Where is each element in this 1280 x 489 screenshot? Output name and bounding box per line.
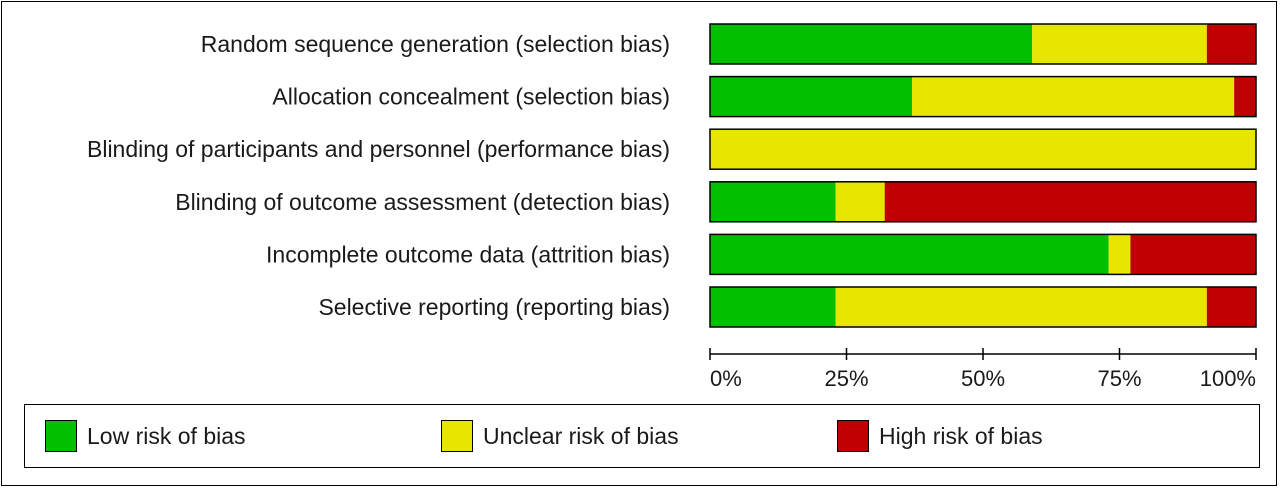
- bar-outline: [709, 233, 1257, 276]
- legend-item: High risk of bias: [837, 419, 1043, 453]
- legend-label: High risk of bias: [879, 422, 1043, 449]
- x-tick-label: 0%: [710, 366, 742, 391]
- bar-segment-unclear: [1108, 234, 1131, 275]
- bar-segment-low: [710, 234, 1109, 275]
- legend-swatch: [837, 420, 869, 452]
- bar-segment-low: [710, 76, 913, 117]
- bar-segment-low: [710, 287, 836, 327]
- category-label: Blinding of outcome assessment (detectio…: [175, 189, 670, 215]
- category-label: Allocation concealment (selection bias): [272, 84, 670, 110]
- bar-segment-high: [1206, 287, 1256, 327]
- bar-segment-unclear: [912, 76, 1235, 117]
- legend-swatch: [45, 420, 77, 452]
- bar-outline: [709, 23, 1257, 65]
- bar-segment-unclear: [710, 129, 1256, 170]
- x-tick-label: 25%: [824, 366, 868, 391]
- category-label: Incomplete outcome data (attrition bias): [266, 241, 670, 267]
- legend-label: Low risk of bias: [87, 422, 246, 449]
- bar-outline: [709, 286, 1257, 328]
- bar-segment-unclear: [835, 181, 885, 222]
- category-label: Selective reporting (reporting bias): [318, 294, 670, 320]
- legend-item: Low risk of bias: [45, 419, 246, 453]
- legend: Low risk of bias Unclear risk of bias High…: [24, 404, 1260, 468]
- category-label: Blinding of participants and personnel (…: [87, 136, 670, 162]
- bar-segment-low: [710, 181, 836, 222]
- bar-segment-low: [710, 24, 1033, 64]
- bar-segment-high: [1206, 24, 1256, 64]
- category-label: Random sequence generation (selection bi…: [201, 31, 670, 57]
- legend-label: Unclear risk of bias: [483, 422, 679, 449]
- bar-segment-high: [1130, 234, 1256, 275]
- bar-outline: [709, 181, 1257, 223]
- bar-segment-high: [884, 181, 1256, 222]
- bar-outline: [709, 128, 1257, 170]
- bar-segment-unclear: [835, 287, 1207, 327]
- bar-segment-unclear: [1032, 24, 1207, 64]
- x-tick-label: 50%: [961, 366, 1005, 391]
- bar-segment-high: [1234, 76, 1256, 117]
- bar-outline: [709, 75, 1257, 118]
- legend-item: Unclear risk of bias: [441, 419, 679, 453]
- x-tick-label: 100%: [1200, 366, 1256, 391]
- risk-of-bias-chart: Random sequence generation (selection bi…: [87, 23, 1257, 391]
- legend-swatch: [441, 420, 473, 452]
- x-tick-label: 75%: [1097, 366, 1141, 391]
